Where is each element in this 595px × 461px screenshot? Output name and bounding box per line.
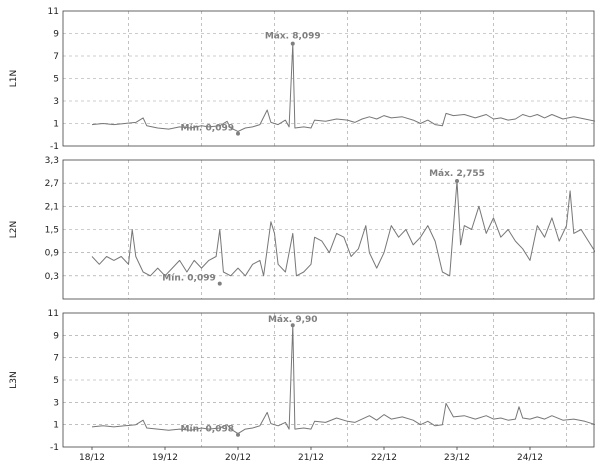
y-tick-label: 7: [53, 52, 59, 62]
panel-l1n: -1 1 3 5 7 9 11 L1N Máx. 8,099 Mín. 0,099: [9, 7, 595, 152]
y-tick-label: 1: [53, 120, 59, 130]
x-tick-label: 19/12: [152, 453, 178, 461]
y-tick-label: 1,5: [45, 226, 59, 236]
series-line-l3n: [91, 324, 595, 435]
x-axis: 18/12 19/12 20/12 21/12 22/12 23/12 24/12: [79, 447, 543, 461]
x-tick-label: 21/12: [298, 453, 324, 461]
max-point-marker: [290, 323, 295, 328]
y-axis-label: L2N: [9, 221, 19, 238]
y-tick-label: -1: [50, 142, 59, 152]
y-axis-label: L1N: [9, 70, 19, 87]
y-tick-label: 3: [53, 398, 59, 408]
plot-frame: [62, 312, 595, 448]
y-tick-label: 0,9: [45, 249, 60, 259]
min-point-marker: [236, 131, 240, 136]
max-point-marker: [455, 179, 459, 184]
max-annotation: Máx. 2,755: [429, 169, 485, 179]
series-line-l2n: [91, 180, 595, 277]
panel-l3n: -1 1 3 5 7 9 11 L3N Máx. 9,90 Mín. 0,098: [9, 309, 595, 453]
y-tick-label: 5: [53, 376, 59, 386]
max-annotation: Máx. 8,099: [265, 32, 321, 42]
min-point-marker: [217, 281, 222, 286]
max-point-marker: [290, 41, 295, 46]
y-tick-label: 9: [53, 30, 59, 40]
y-tick-label: 11: [48, 309, 59, 319]
y-tick-label: -1: [50, 443, 59, 453]
x-tick-label: 23/12: [444, 453, 470, 461]
y-axis-label: L3N: [9, 371, 19, 388]
min-annotation: Mín. 0,099: [162, 274, 215, 284]
x-tick-label: 18/12: [79, 453, 105, 461]
series-line-l1n: [91, 43, 595, 132]
y-tick-label: 3: [53, 97, 59, 107]
y-tick-label: 2,1: [45, 202, 59, 212]
x-tick-label: 22/12: [371, 453, 397, 461]
plot-frame: [62, 159, 595, 300]
y-tick-label: 3,3: [45, 156, 59, 166]
y-tick-label: 9: [53, 331, 59, 341]
y-tick-label: 11: [48, 7, 59, 17]
min-annotation: Mín. 0,099: [181, 124, 234, 134]
y-tick-label: 5: [53, 75, 59, 85]
min-point-marker: [236, 432, 240, 437]
x-tick-label: 24/12: [517, 453, 543, 461]
max-annotation: Máx. 9,90: [268, 315, 318, 325]
y-tick-label: 2,7: [45, 179, 59, 189]
plot-frame: [62, 10, 595, 147]
y-tick-label: 1: [53, 421, 59, 431]
panel-l2n: 0,3 0,9 1,5 2,1 2,7 3,3 L2N Máx. 2,755 Mín. 0,09…: [9, 156, 595, 300]
min-annotation: Mín. 0,098: [181, 425, 234, 435]
y-tick-label: 7: [53, 354, 59, 364]
x-tick-label: 20/12: [225, 453, 251, 461]
y-tick-label: 0,3: [45, 272, 59, 282]
